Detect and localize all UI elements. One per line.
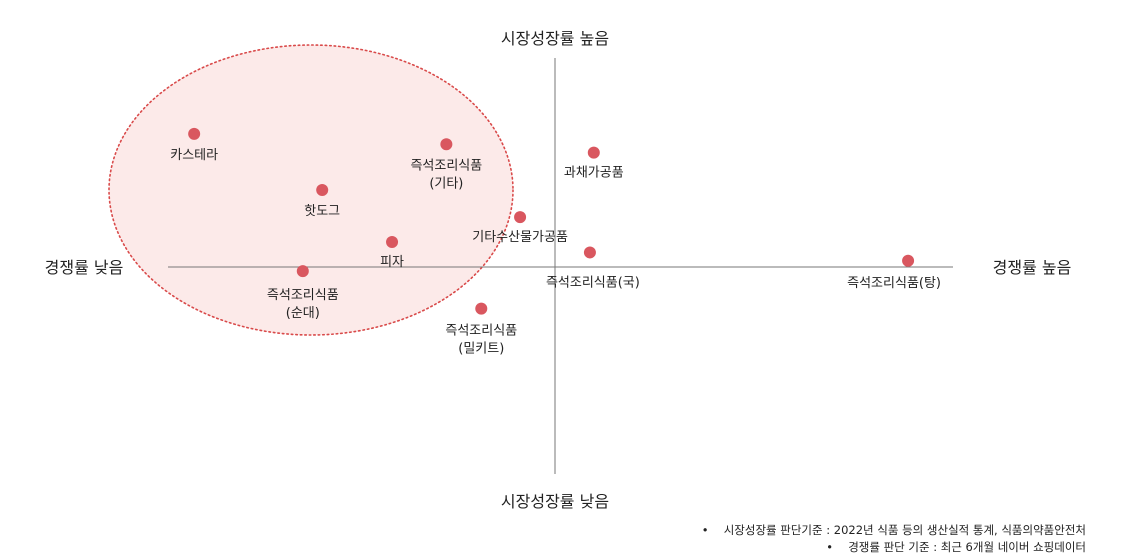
data-point-group: 즉석조리식품 (순대) [267,265,339,321]
footnote-bullet: • [826,540,833,554]
data-point-group: 즉석조리식품(탕) [847,254,941,291]
data-point-marker [902,254,915,267]
data-points: 카스테라즉석조리식품(기타)핫도그피자즉석조리식품(순대)기타수산물가공품즉석조… [170,127,941,357]
data-point-label: 즉석조리식품 [410,158,482,173]
data-point-label: 과채가공품 [564,166,624,181]
data-point-marker [188,127,201,140]
data-point-group: 즉석조리식품(국) [546,246,640,290]
x-axis-left-label: 경쟁률 낮음 [45,258,124,277]
data-point-group: 기타수산물가공품 [472,211,568,245]
data-point-group: 즉석조리식품 (기타) [410,138,482,191]
data-point-label: (밀키트) [458,342,504,357]
data-point-marker [514,211,527,224]
data-point-group: 즉석조리식품 (밀키트) [445,302,517,357]
data-point-marker [475,302,488,315]
data-point-label: 즉석조리식품(국) [546,275,640,290]
footnote-market-growth: • 시장성장률 판단기준 : 2022년 식품 등의 생산실적 통계, 식품의약품… [702,522,1086,538]
data-point-label: (기타) [429,176,463,191]
footnote-text: 시장성장률 판단기준 : 2022년 식품 등의 생산실적 통계, 식품의약품안… [723,523,1086,537]
data-point-group: 핫도그 [304,184,340,219]
data-point-label: 피자 [380,255,404,270]
data-point-marker [386,236,399,249]
axes: 시장성장률 높음 시장성장률 낮음 경쟁률 낮음 경쟁률 높음 [45,29,1072,511]
footnote-bullet: • [701,523,709,537]
footnote-competition: • 경쟁률 판단 기준 : 최근 6개월 네이버 쇼핑데이터 [826,539,1086,555]
data-point-marker [440,138,453,151]
data-point-label: 기타수산물가공품 [472,230,568,245]
data-point-label: 핫도그 [304,204,340,219]
data-point-label: 즉석조리식품 [267,288,339,303]
data-point-label: 즉석조리식품 [445,324,517,339]
x-axis-right-label: 경쟁률 높음 [993,258,1072,277]
data-point-group: 카스테라 [170,127,218,163]
data-point-marker [296,265,309,278]
footnote-text: 경쟁률 판단 기준 : 최근 6개월 네이버 쇼핑데이터 [848,540,1086,554]
highlight-ellipse-layer [108,44,514,336]
data-point-label: (순대) [286,306,320,321]
data-point-label: 카스테라 [170,148,218,163]
data-point-group: 과채가공품 [564,146,624,181]
highlight-ellipse [108,44,514,336]
y-axis-bottom-label: 시장성장률 낮음 [501,492,609,511]
data-point-marker [316,184,329,197]
y-axis-top-label: 시장성장률 높음 [501,29,609,48]
data-point-marker [587,146,600,159]
data-point-group: 피자 [380,236,404,270]
data-point-marker [583,246,596,259]
data-point-label: 즉석조리식품(탕) [847,276,941,291]
